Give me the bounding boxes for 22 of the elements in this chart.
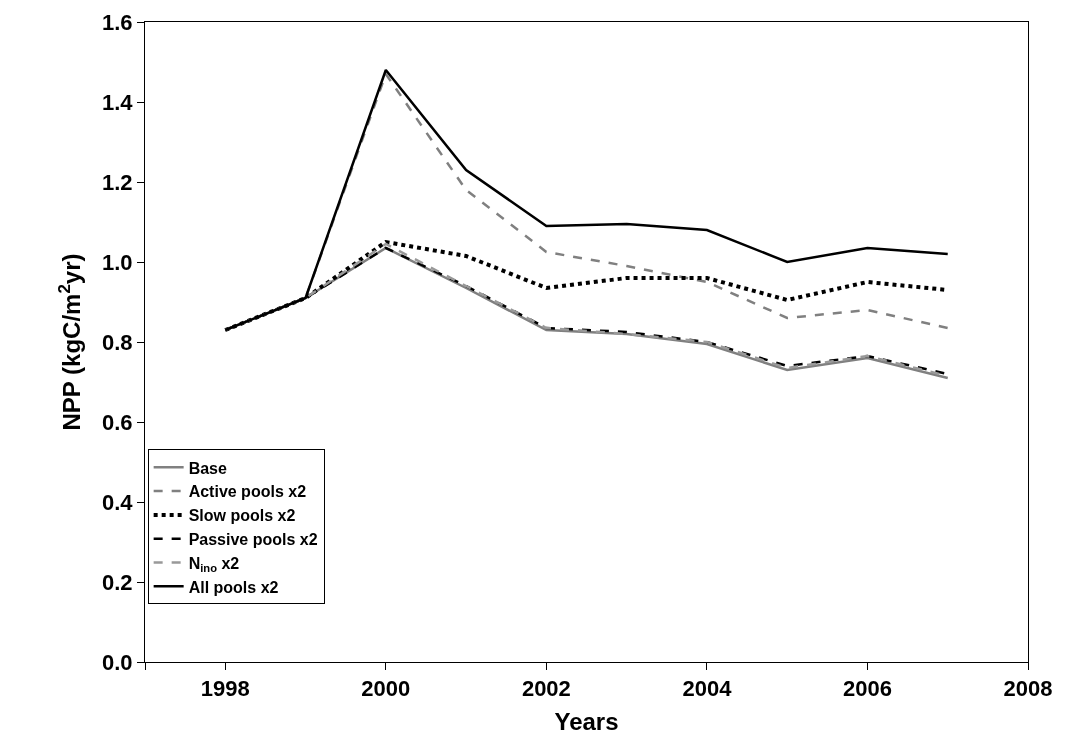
y-tick-label: 0.4 <box>102 489 134 515</box>
legend-label: Slow pools x2 <box>188 507 296 525</box>
y-tick-label: 1.6 <box>102 9 133 35</box>
x-tick-label: 2006 <box>842 676 892 702</box>
y-tick-label: 0.2 <box>102 569 133 595</box>
x-tick-label: 1998 <box>200 676 250 702</box>
y-tick-label: 0.6 <box>102 409 133 435</box>
y-tick-label: 1.0 <box>102 249 133 275</box>
y-tick-label: 0.8 <box>102 329 133 355</box>
x-tick-label: 2000 <box>361 676 411 702</box>
legend-label: N$_{ino}$ x2 <box>188 554 240 575</box>
legend-label: All pools x2 <box>188 578 279 596</box>
y-tick-label: 1.2 <box>102 169 133 195</box>
x-axis-title: Years <box>554 707 619 735</box>
legend-label: Passive pools x2 <box>188 530 318 548</box>
x-tick-label: 2008 <box>1003 676 1053 702</box>
y-tick-label: 1.4 <box>102 89 134 115</box>
legend-label: Active pools x2 <box>188 483 307 501</box>
y-tick-label: 0.0 <box>102 649 133 675</box>
x-tick-label: 2004 <box>682 676 733 702</box>
legend-label: Base <box>188 459 227 477</box>
x-tick-label: 2002 <box>521 676 571 702</box>
